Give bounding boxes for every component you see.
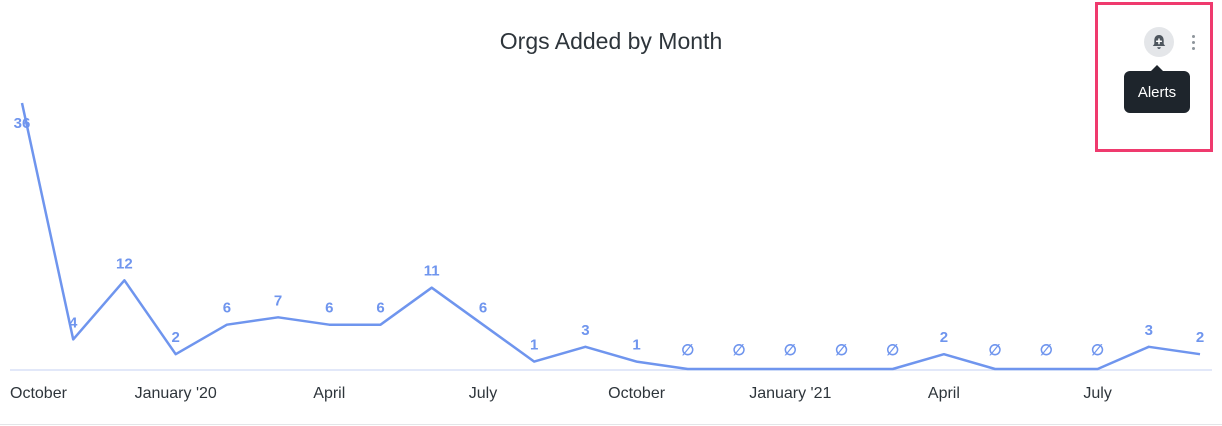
vertical-ellipsis-icon — [1191, 40, 1195, 44]
vertical-ellipsis-icon — [1191, 46, 1195, 50]
data-label: 36 — [14, 115, 31, 132]
data-label: ∅ — [886, 342, 899, 359]
more-options-button[interactable] — [1184, 28, 1202, 56]
data-label: 1 — [530, 337, 538, 354]
x-tick-label: July — [1083, 385, 1111, 402]
x-tick-label: April — [928, 385, 960, 402]
data-label: 4 — [69, 314, 78, 331]
x-tick-label: January '20 — [135, 385, 217, 402]
x-tick-label: October — [10, 385, 68, 402]
alerts-tooltip: Alerts — [1124, 65, 1190, 113]
data-label: ∅ — [784, 342, 797, 359]
data-label: 3 — [581, 322, 589, 339]
data-label: 6 — [325, 300, 333, 317]
data-label: 6 — [479, 300, 487, 317]
alerts-button[interactable] — [1144, 27, 1174, 57]
data-label: 2 — [940, 329, 948, 346]
bottom-divider — [0, 424, 1222, 425]
data-label: 2 — [172, 329, 180, 346]
data-label: 12 — [116, 255, 133, 272]
data-label: ∅ — [1040, 342, 1053, 359]
data-label: 6 — [376, 300, 384, 317]
x-tick-label: April — [313, 385, 345, 402]
data-label: ∅ — [732, 342, 745, 359]
x-tick-label: July — [469, 385, 497, 402]
data-label: 3 — [1145, 322, 1153, 339]
data-label: 2 — [1196, 329, 1204, 346]
series-line — [20, 102, 1201, 371]
data-label: 11 — [424, 263, 440, 280]
data-label: ∅ — [1091, 342, 1104, 359]
x-tick-label: January '21 — [749, 385, 831, 402]
data-label: ∅ — [835, 342, 848, 359]
x-tick-label: October — [608, 385, 666, 402]
chart-title: Orgs Added by Month — [499, 28, 723, 54]
data-label: 1 — [632, 337, 640, 354]
data-label: ∅ — [989, 342, 1002, 359]
data-label: 7 — [274, 292, 282, 309]
vertical-ellipsis-icon — [1191, 34, 1195, 38]
bell-plus-icon — [1152, 35, 1166, 49]
data-label: ∅ — [681, 342, 694, 359]
data-label: 6 — [223, 300, 231, 317]
